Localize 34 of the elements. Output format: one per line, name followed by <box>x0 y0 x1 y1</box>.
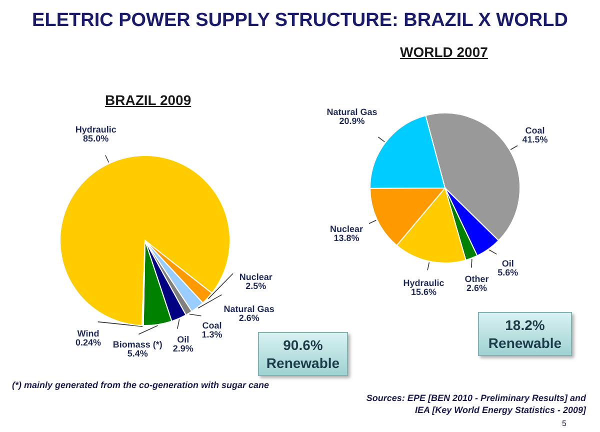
slice-label: Natural Gas <box>326 106 378 117</box>
data-label: 5.6% <box>498 268 518 278</box>
data-label: 15.6% <box>411 286 437 297</box>
slice-label: Hydraulic <box>75 124 116 135</box>
slice-label: Oil <box>502 258 514 269</box>
data-label: 2.9% <box>172 343 194 354</box>
chart-subtitle: BRAZIL 2009 <box>105 92 192 108</box>
text: 5 <box>562 419 566 428</box>
data-label: 2.6% <box>238 312 260 323</box>
slice-label: Coal <box>525 125 545 136</box>
slice-label: Natural Gas <box>224 304 274 314</box>
slice-label: Nuclear <box>239 272 273 282</box>
slice-label: Other <box>464 274 490 284</box>
data-label: 1.3% <box>202 329 222 340</box>
slice-label: Wind <box>77 328 100 338</box>
callout-box: 90.6% Renewable <box>258 332 348 376</box>
chart-title: ELETRIC POWER SUPPLY STRUCTURE: BRAZIL X WORLD <box>31 10 569 32</box>
data-label: 41.5% <box>522 134 548 144</box>
slice-label: Biomass (*) <box>112 339 162 350</box>
slice-label: Hydraulic <box>403 278 444 288</box>
data-label: 13.8% <box>334 233 360 244</box>
data-label: 85.0% <box>83 134 109 144</box>
slice-label: Nuclear <box>330 224 364 234</box>
chart-title: WORLD 2007 <box>400 44 488 60</box>
data-label: 5.4% <box>127 348 148 358</box>
data-label: 2.6% <box>466 283 488 294</box>
slice-label: Coal <box>202 320 222 330</box>
source-note: Sources: EPE [BEN 2010 - Preliminary Results] and IEA [Key World Energy Statistics - 2009] <box>365 392 586 416</box>
data-label: 2.5% <box>246 281 266 292</box>
data-label: 20.9% <box>339 116 365 126</box>
text: (*) mainly generated from the co-generation with sugar cane <box>12 380 270 390</box>
callout-box: 18.2% Renewable <box>478 312 572 356</box>
slice-label: Oil <box>177 334 190 344</box>
data-label: 0.24% <box>76 337 102 348</box>
